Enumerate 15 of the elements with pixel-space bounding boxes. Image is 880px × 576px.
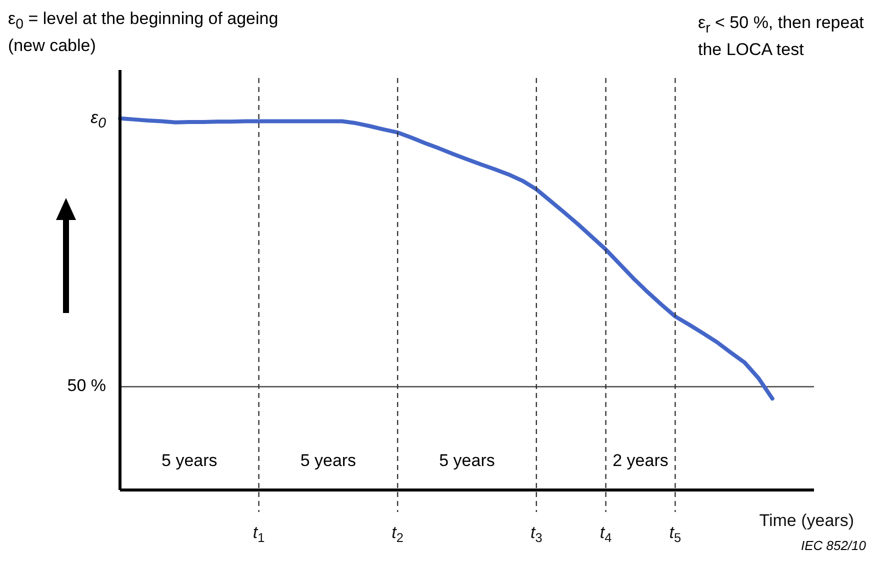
x-tick-label: t$_{2}$ xyxy=(392,523,404,545)
text: IEC 852/10 xyxy=(800,538,866,553)
y-axis-title: ε$_{0}$ = level at the beginning of ageing (new cable) xyxy=(8,8,280,58)
x-tick-label: t$_{5}$ xyxy=(669,523,682,545)
x-tick-label: t$_{3}$ xyxy=(530,523,542,545)
text: 50 % xyxy=(67,376,106,396)
text: ε$_{r}$ < 50 %, then repeat the LOCA test xyxy=(698,12,865,62)
x-tick-label: t$_{4}$ xyxy=(600,523,612,545)
x-axis-title: Time (years) xyxy=(759,511,854,530)
annotation: 5 years xyxy=(300,451,356,471)
annotation: 5 years xyxy=(439,451,495,471)
x-tick-label: t$_{1}$ xyxy=(252,523,265,545)
annotation: 5 years xyxy=(162,451,218,471)
annotation: 2 years xyxy=(612,451,668,471)
text: ε$_{0}$ xyxy=(90,108,106,132)
